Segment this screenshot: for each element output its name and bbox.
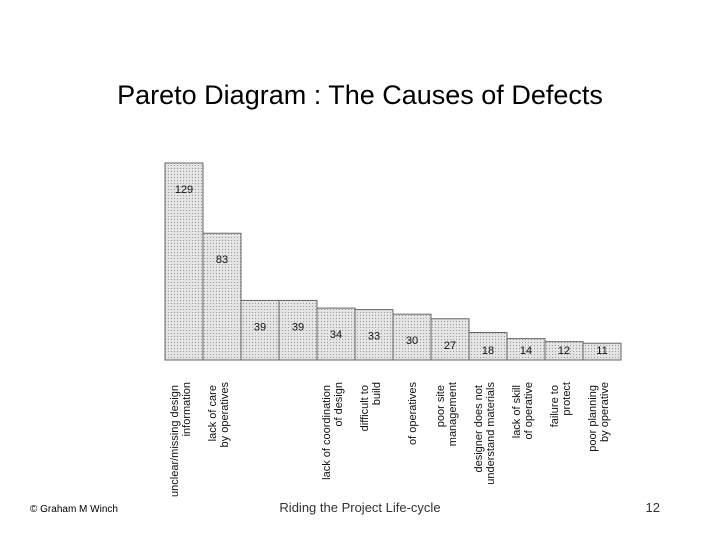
value-label: 27 xyxy=(444,340,456,352)
bar xyxy=(240,299,280,361)
bar xyxy=(582,342,622,361)
value-label: 39 xyxy=(254,321,266,333)
category-label: poor planning by operative xyxy=(587,382,611,452)
value-label: 18 xyxy=(482,345,494,357)
category-label: unclear/missing design information xyxy=(169,382,193,497)
footer-left: © Graham M Winch xyxy=(30,504,118,515)
value-label: 14 xyxy=(520,345,532,357)
bar xyxy=(468,332,508,361)
bar xyxy=(164,162,204,361)
value-label: 11 xyxy=(596,345,607,357)
category-label: lack of skill of operative xyxy=(511,382,535,439)
category-label: of operatives xyxy=(407,382,419,445)
value-label: 30 xyxy=(406,335,418,347)
category-label: lack of care by operatives xyxy=(207,382,231,448)
value-label: 12 xyxy=(558,345,570,357)
value-label: 129 xyxy=(175,184,193,196)
value-label: 39 xyxy=(292,321,304,333)
bar xyxy=(392,313,432,361)
footer-center: Riding the Project Life-cycle xyxy=(279,500,440,515)
bar xyxy=(202,232,242,361)
bar xyxy=(430,318,470,361)
category-label: lack of coordination of design xyxy=(321,382,345,480)
bar xyxy=(278,299,318,361)
category-label: designer does not understand materials xyxy=(473,382,497,485)
value-label: 83 xyxy=(216,254,228,266)
value-label: 34 xyxy=(330,329,342,341)
category-label: difficult to build xyxy=(359,382,383,431)
value-label: 33 xyxy=(368,331,380,343)
chart-title: Pareto Diagram : The Causes of Defects xyxy=(117,80,603,110)
page-number: 12 xyxy=(646,500,660,515)
bar xyxy=(354,309,394,361)
category-label: poor site management xyxy=(435,382,459,446)
category-label: failure to protect xyxy=(549,382,573,427)
